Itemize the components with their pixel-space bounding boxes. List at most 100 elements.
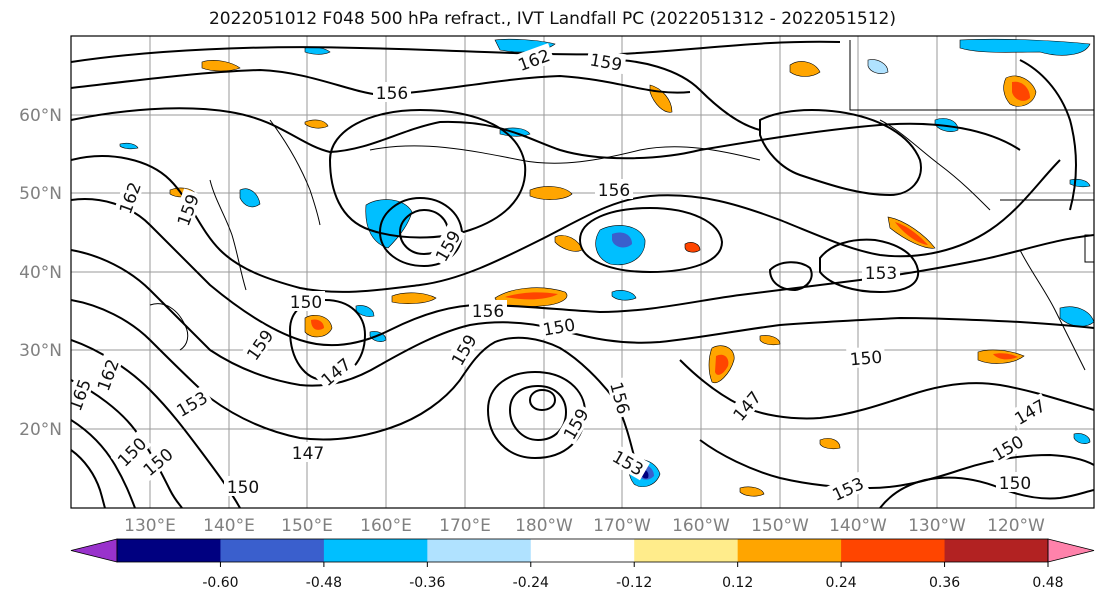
colorbar-segment: [427, 539, 532, 562]
contour-label: 150: [999, 474, 1031, 494]
contour-label-background: [444, 328, 482, 371]
contour-label-background: [862, 262, 900, 282]
map-frame: [70, 35, 1095, 509]
latitude-label: 40°N: [19, 263, 62, 283]
contour-label-background: [287, 291, 325, 311]
contour-label-background: [726, 384, 767, 427]
contour-line: [699, 439, 1094, 490]
negative-anomaly-patch: [612, 232, 632, 248]
contour-line: [508, 384, 568, 442]
contour-label-background: [585, 47, 627, 75]
colorbar-tick-label: 0.48: [1032, 575, 1063, 591]
negative-anomaly-patch: [1073, 433, 1091, 444]
contour-label-background: [826, 471, 870, 506]
colorbar-segment: [220, 539, 325, 562]
positive-anomaly-patch: [1012, 81, 1030, 101]
colorbar-tick-label: 0.12: [722, 575, 753, 591]
contour-label: 150: [290, 293, 322, 313]
coastline: [369, 145, 761, 164]
colorbar-tick-label: -0.60: [202, 575, 238, 591]
contour-label-background: [136, 441, 179, 482]
contour-line: [759, 109, 922, 197]
latitude-label: 30°N: [19, 341, 62, 361]
positive-anomaly-patch: [684, 242, 701, 253]
colorbar: -0.60 -0.48 -0.36 -0.24 -0.12 0.12 0.24 0.36 0.4…: [70, 538, 1095, 591]
positive-anomaly-patch: [739, 486, 765, 497]
contour-label-background: [986, 428, 1029, 466]
longitude-label: 140°E: [203, 516, 255, 536]
colorbar-segment: [117, 539, 222, 562]
contour-label-background: [171, 188, 203, 231]
positive-anomaly-patch: [201, 60, 241, 72]
contour-line: [71, 449, 106, 508]
negative-anomaly-patch: [365, 199, 413, 249]
coastline: [209, 179, 247, 291]
latitude-label: 60°N: [19, 106, 62, 126]
positive-anomaly-patch: [391, 292, 437, 304]
contour-label-background: [170, 384, 213, 422]
negative-anomaly-patch: [611, 290, 637, 301]
contour-line: [578, 206, 724, 274]
contour-label-background: [289, 442, 327, 462]
negative-anomaly-patch: [239, 188, 261, 208]
contour-line: [1019, 59, 1077, 211]
coastlines: [149, 40, 1094, 371]
contour-label-background: [606, 376, 636, 419]
coastline: [849, 40, 1094, 111]
contour-label-background: [538, 312, 580, 340]
contour-label-background: [110, 430, 152, 472]
positive-anomaly-patch: [715, 354, 729, 375]
positive-anomaly-patch: [304, 119, 329, 129]
colorbar-segment: [944, 539, 1049, 562]
contour-label-background: [607, 443, 650, 481]
colorbar-segment: [634, 539, 739, 562]
contour-label-background: [373, 82, 411, 102]
colorbar-segment: [737, 539, 842, 562]
negative-anomaly-patch: [119, 142, 139, 150]
contour-label: 156: [598, 181, 630, 201]
positive-anomaly-patch: [505, 292, 558, 300]
contour-label: 156: [472, 302, 504, 322]
contour-line: [71, 249, 1094, 387]
contour-label-background: [224, 476, 262, 496]
contour-line: [71, 379, 183, 508]
positive-anomaly-patch: [311, 319, 324, 330]
latitude-labels: 60°N 50°N 40°N 30°N 20°N: [19, 106, 62, 440]
coastline: [269, 119, 321, 226]
colorbar-segment: [841, 539, 946, 562]
colorbar-tick-label: 0.24: [826, 575, 857, 591]
contour-label-background: [428, 224, 466, 267]
positive-anomaly-patch: [819, 438, 841, 450]
longitude-label: 130°E: [124, 516, 176, 536]
latitude-label: 50°N: [19, 184, 62, 204]
colorbar-tick-label: -0.24: [513, 575, 549, 591]
positive-anomaly-patch: [759, 335, 781, 346]
colorbar-segment: [530, 539, 635, 562]
figure-title: 2022051012 F048 500 hPa refract., IVT La…: [208, 9, 896, 29]
contour-line: [328, 108, 527, 239]
negative-anomaly-patch: [867, 59, 889, 74]
contour-label-background: [113, 176, 145, 219]
colorbar-segment: [323, 539, 428, 562]
contour-line: [71, 419, 136, 508]
colorbar-tick-label: -0.12: [616, 575, 652, 591]
contour-label: 150: [227, 478, 259, 498]
positive-anomaly-patch: [993, 353, 1018, 360]
contour-label-background: [314, 351, 357, 392]
positive-anomaly-patch: [789, 61, 821, 77]
longitude-label: 180°W: [515, 516, 573, 536]
colorbar-frame: [116, 538, 1049, 563]
coastline: [149, 303, 189, 351]
contour-line: [528, 388, 557, 412]
contour-label: 153: [865, 264, 897, 284]
positive-anomaly-patch: [895, 222, 928, 245]
longitude-label: 120°W: [987, 516, 1045, 536]
coastline: [879, 119, 991, 211]
contour-label-background: [512, 43, 555, 75]
contour-lines: [71, 40, 1094, 508]
colorbar-tick-label: -0.48: [306, 575, 342, 591]
contour-line: [768, 261, 813, 292]
contour-label-background: [556, 402, 594, 445]
contour-label-background: [595, 179, 633, 199]
